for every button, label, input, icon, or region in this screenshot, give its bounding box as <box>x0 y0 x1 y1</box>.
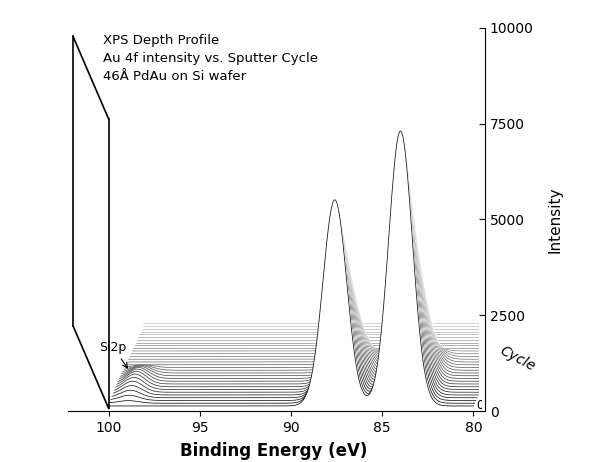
Text: 10: 10 <box>0 461 1 462</box>
Text: 30: 30 <box>0 461 1 462</box>
Text: Si2p: Si2p <box>99 341 127 368</box>
Text: 0: 0 <box>476 400 484 413</box>
Text: 20: 20 <box>0 461 1 462</box>
Text: XPS Depth Profile
Au 4f intensity vs. Sputter Cycle
46Å PdAu on Si wafer: XPS Depth Profile Au 4f intensity vs. Sp… <box>103 34 318 83</box>
X-axis label: Binding Energy (eV): Binding Energy (eV) <box>179 442 367 460</box>
Y-axis label: Intensity: Intensity <box>548 186 562 253</box>
Text: Cycle: Cycle <box>497 344 537 374</box>
